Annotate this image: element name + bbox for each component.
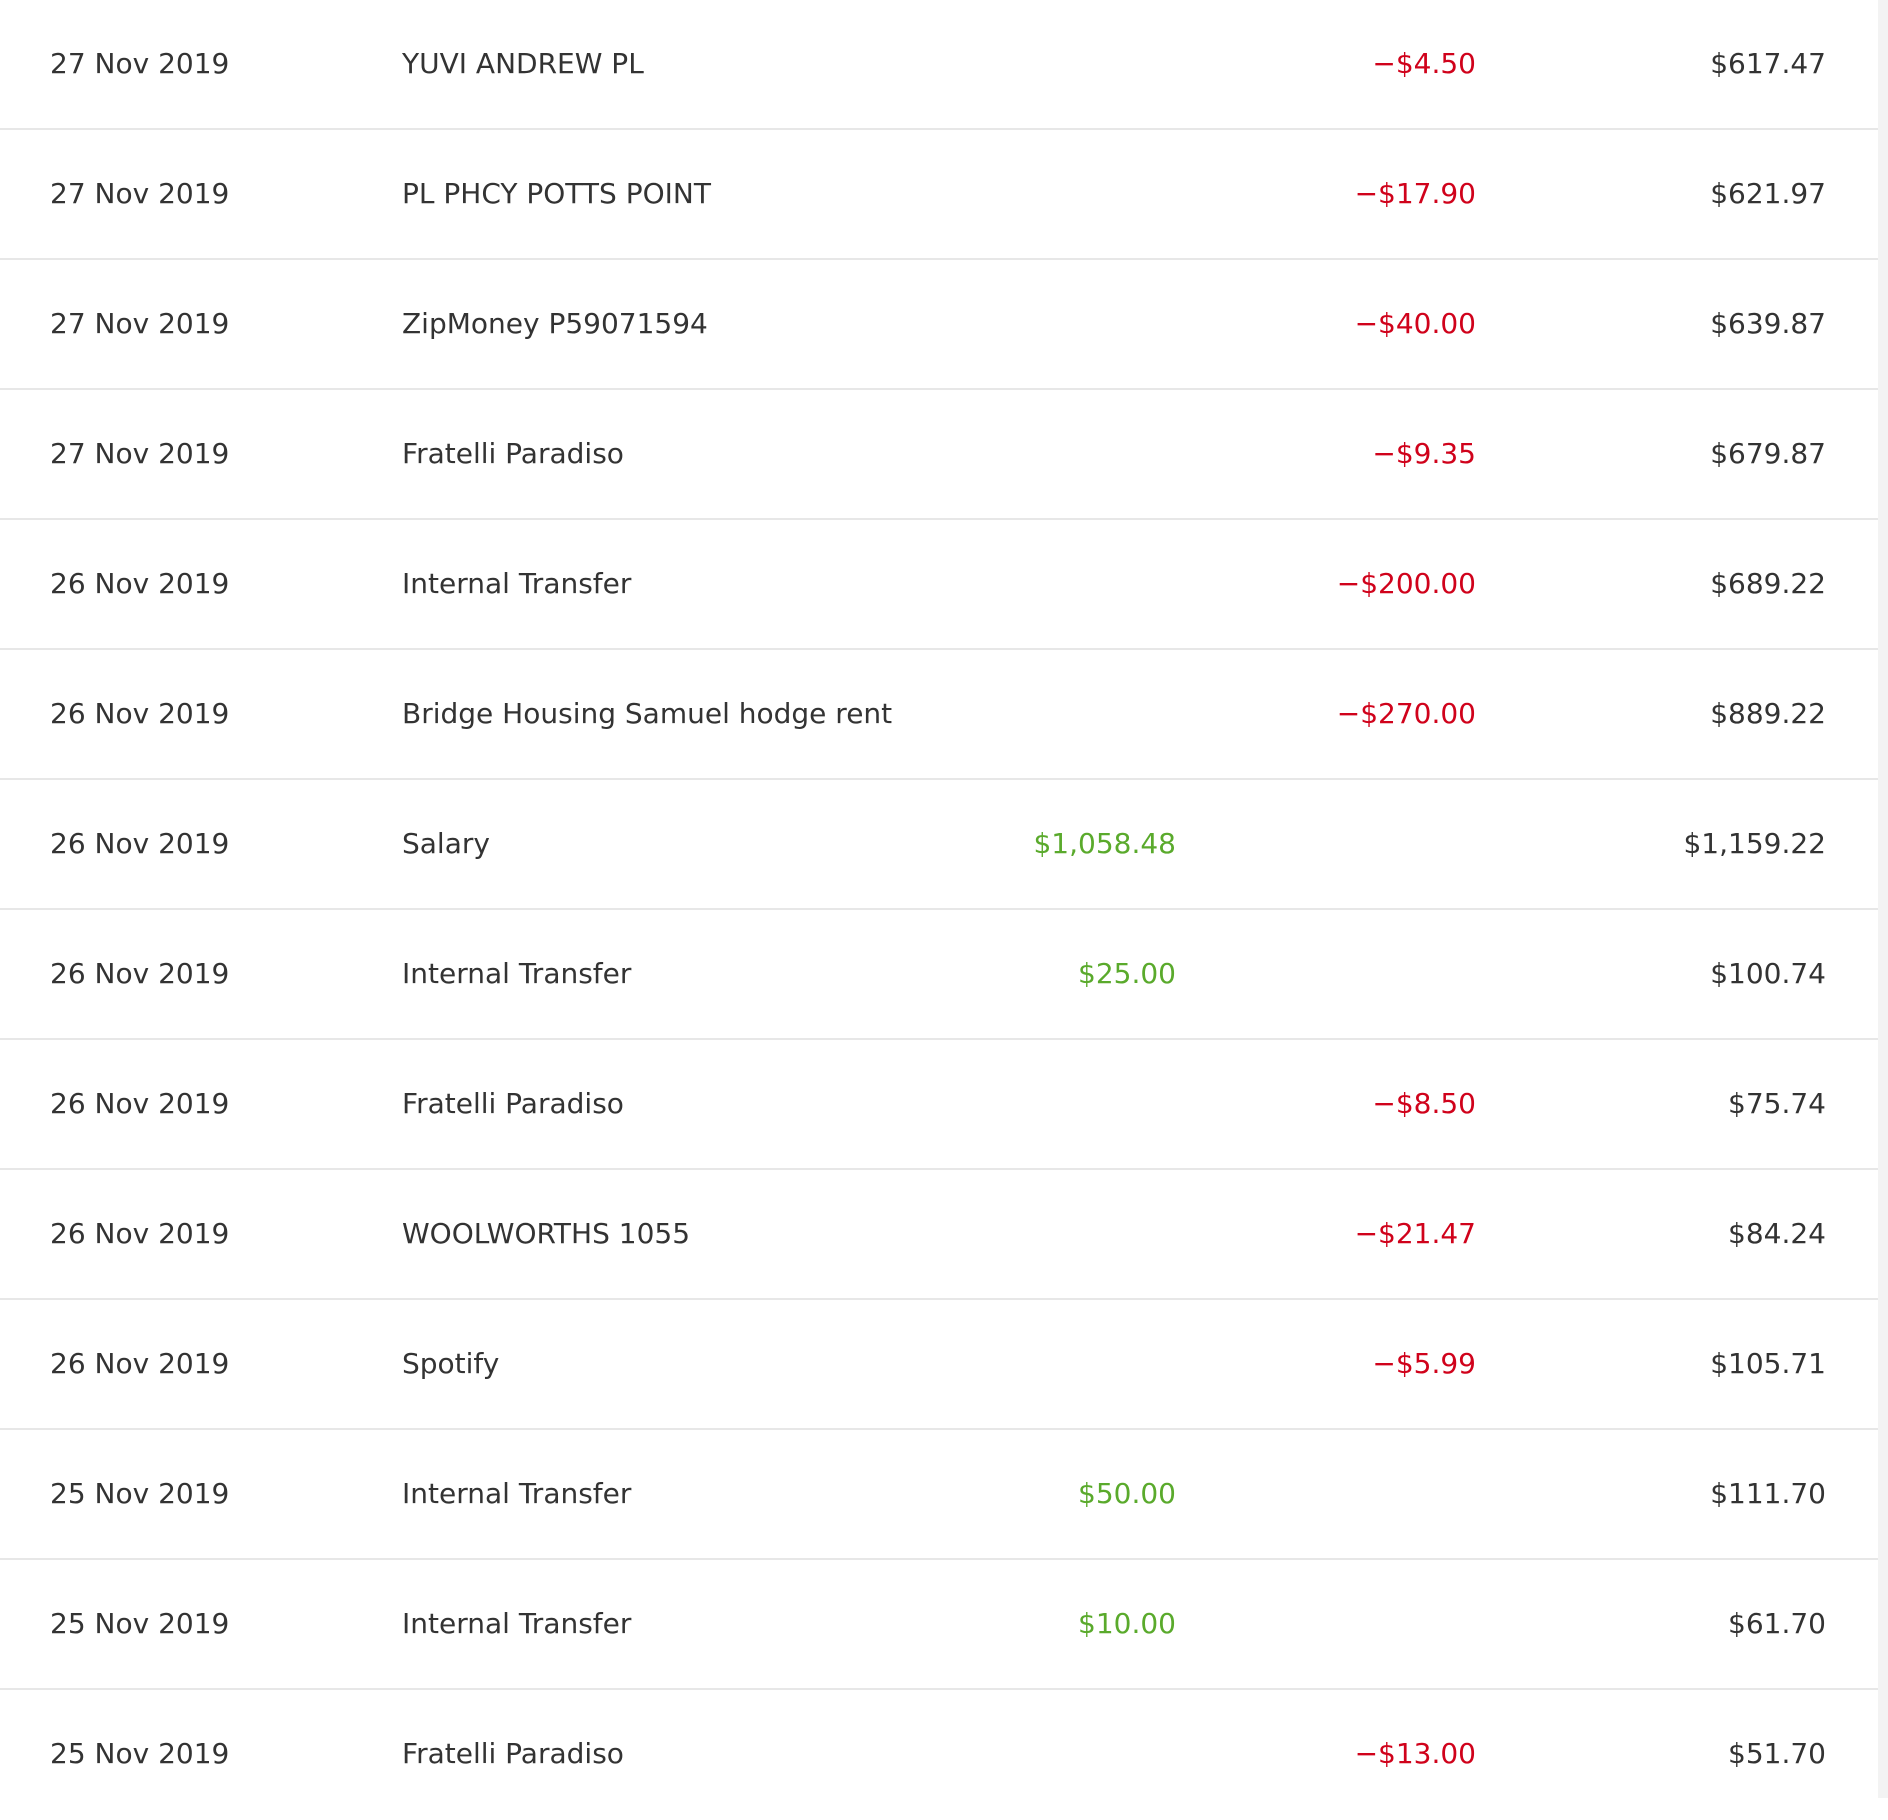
transaction-row[interactable]: 26 Nov 2019 Salary $1,058.48 $1,159.22 <box>0 780 1878 910</box>
transaction-row[interactable]: 27 Nov 2019 ZipMoney P59071594 −$40.00 $639… <box>0 260 1878 390</box>
transaction-date: 26 Nov 2019 <box>50 1087 230 1120</box>
transaction-date: 27 Nov 2019 <box>50 307 230 340</box>
transaction-credit-amount <box>900 260 1176 388</box>
scrollbar-track[interactable] <box>1878 0 1888 1798</box>
transaction-date: 25 Nov 2019 <box>50 1737 230 1770</box>
transaction-debit-amount: −$9.35 <box>1372 437 1476 470</box>
transaction-balance: $84.24 <box>1728 1217 1826 1250</box>
transaction-row[interactable]: 26 Nov 2019 Internal Transfer $25.00 $100.7… <box>0 910 1878 1040</box>
transaction-date: 26 Nov 2019 <box>50 1347 230 1380</box>
transaction-balance: $889.22 <box>1710 697 1826 730</box>
transaction-row[interactable]: 26 Nov 2019 Internal Transfer −$200.00 $689… <box>0 520 1878 650</box>
transaction-description: Internal Transfer <box>402 1607 632 1640</box>
transaction-description: YUVI ANDREW PL <box>402 47 644 80</box>
transaction-description: Internal Transfer <box>402 957 632 990</box>
transaction-debit-amount: −$5.99 <box>1372 1347 1476 1380</box>
transaction-date: 26 Nov 2019 <box>50 957 230 990</box>
transaction-balance: $51.70 <box>1728 1737 1826 1770</box>
transaction-credit-amount <box>900 1690 1176 1818</box>
transaction-balance: $621.97 <box>1710 177 1826 210</box>
transaction-debit-amount: −$40.00 <box>1354 307 1476 340</box>
transaction-row[interactable]: 27 Nov 2019 Fratelli Paradiso −$9.35 $679.8… <box>0 390 1878 520</box>
transaction-balance: $61.70 <box>1728 1607 1826 1640</box>
transaction-date: 26 Nov 2019 <box>50 1217 230 1250</box>
transaction-description: Internal Transfer <box>402 567 632 600</box>
transaction-row[interactable]: 27 Nov 2019 YUVI ANDREW PL −$4.50 $617.47 <box>0 0 1878 130</box>
transaction-debit-amount: −$17.90 <box>1354 177 1476 210</box>
transaction-credit-amount <box>900 1040 1176 1168</box>
transaction-description: Fratelli Paradiso <box>402 1737 624 1770</box>
transaction-debit-amount <box>1200 1560 1476 1688</box>
transaction-balance: $105.71 <box>1710 1347 1826 1380</box>
transaction-row[interactable]: 26 Nov 2019 WOOLWORTHS 1055 −$21.47 $84.24 <box>0 1170 1878 1300</box>
transaction-date: 26 Nov 2019 <box>50 827 230 860</box>
transaction-description: ZipMoney P59071594 <box>402 307 708 340</box>
transaction-balance: $679.87 <box>1710 437 1826 470</box>
transaction-description: PL PHCY POTTS POINT <box>402 177 711 210</box>
transaction-date: 27 Nov 2019 <box>50 177 230 210</box>
transaction-credit-amount: $50.00 <box>1078 1477 1176 1510</box>
transaction-credit-amount <box>900 650 1176 778</box>
transaction-credit-amount <box>900 130 1176 258</box>
transaction-description: Fratelli Paradiso <box>402 437 624 470</box>
transaction-credit-amount: $25.00 <box>1078 957 1176 990</box>
transaction-description: Salary <box>402 827 490 860</box>
transaction-description: WOOLWORTHS 1055 <box>402 1217 691 1250</box>
transaction-debit-amount: −$4.50 <box>1372 47 1476 80</box>
transaction-balance: $100.74 <box>1710 957 1826 990</box>
transaction-credit-amount: $1,058.48 <box>1033 827 1176 860</box>
transaction-row[interactable]: 25 Nov 2019 Internal Transfer $10.00 $61.70 <box>0 1560 1878 1690</box>
transaction-debit-amount: −$8.50 <box>1372 1087 1476 1120</box>
transaction-debit-amount <box>1200 910 1476 1038</box>
transaction-balance: $1,159.22 <box>1683 827 1826 860</box>
transaction-date: 27 Nov 2019 <box>50 47 230 80</box>
transaction-description: Internal Transfer <box>402 1477 632 1510</box>
transaction-balance: $617.47 <box>1710 47 1826 80</box>
transaction-debit-amount <box>1200 1430 1476 1558</box>
transaction-credit-amount <box>900 1300 1176 1428</box>
transaction-balance: $75.74 <box>1728 1087 1826 1120</box>
transaction-debit-amount: −$21.47 <box>1354 1217 1476 1250</box>
transaction-row[interactable]: 25 Nov 2019 Fratelli Paradiso −$13.00 $51.7… <box>0 1690 1878 1820</box>
transaction-row[interactable]: 25 Nov 2019 Internal Transfer $50.00 $111.7… <box>0 1430 1878 1560</box>
transaction-description: Fratelli Paradiso <box>402 1087 624 1120</box>
transaction-balance: $639.87 <box>1710 307 1826 340</box>
transaction-date: 25 Nov 2019 <box>50 1477 230 1510</box>
transaction-credit-amount <box>900 390 1176 518</box>
transaction-row[interactable]: 26 Nov 2019 Bridge Housing Samuel hodge r… <box>0 650 1878 780</box>
transaction-date: 26 Nov 2019 <box>50 697 230 730</box>
transaction-credit-amount: $10.00 <box>1078 1607 1176 1640</box>
transaction-description: Bridge Housing Samuel hodge rent <box>402 697 893 730</box>
transaction-credit-amount <box>900 520 1176 648</box>
transaction-debit-amount: −$270.00 <box>1336 697 1476 730</box>
transaction-row[interactable]: 26 Nov 2019 Fratelli Paradiso −$8.50 $75.74 <box>0 1040 1878 1170</box>
transaction-debit-amount: −$200.00 <box>1336 567 1476 600</box>
transaction-balance: $111.70 <box>1710 1477 1826 1510</box>
transaction-row[interactable]: 27 Nov 2019 PL PHCY POTTS POINT −$17.90 $62… <box>0 130 1878 260</box>
transaction-balance: $689.22 <box>1710 567 1826 600</box>
transaction-credit-amount <box>900 1170 1176 1298</box>
transaction-row[interactable]: 26 Nov 2019 Spotify −$5.99 $105.71 <box>0 1300 1878 1430</box>
transaction-debit-amount: −$13.00 <box>1354 1737 1476 1770</box>
transaction-date: 27 Nov 2019 <box>50 437 230 470</box>
transaction-date: 26 Nov 2019 <box>50 567 230 600</box>
transaction-debit-amount <box>1200 780 1476 908</box>
transaction-credit-amount <box>900 0 1176 128</box>
transaction-description: Spotify <box>402 1347 500 1380</box>
transaction-date: 25 Nov 2019 <box>50 1607 230 1640</box>
